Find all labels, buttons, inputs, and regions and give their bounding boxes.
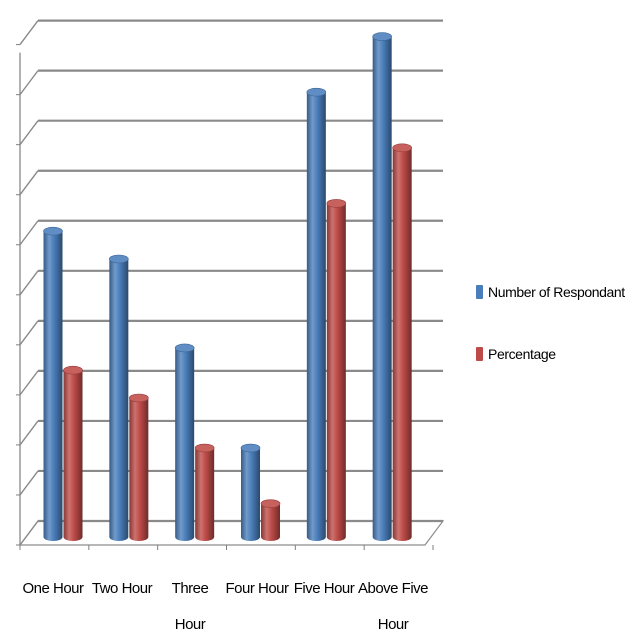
x-axis-tick-labels: One Hour Two Hour Three Hour Four Hour Five H…: [22, 580, 428, 633]
bar-top: [392, 143, 412, 153]
bar-top: [194, 443, 215, 453]
bar-respondents: [43, 226, 63, 541]
gridline-side: [19, 520, 39, 546]
bar-top: [260, 499, 281, 508]
x-tick-label: One Hour: [22, 580, 84, 597]
legend-label-series-2: Percentage: [488, 346, 556, 362]
bar-percentage: [129, 393, 149, 541]
bar-top: [240, 443, 261, 453]
bar-respondents: [372, 32, 392, 541]
gridline-side: [19, 420, 39, 446]
x-tick-label: Three Hour: [172, 580, 209, 633]
bar-body: [326, 203, 346, 541]
gridlines: [16, 19, 443, 550]
bar-body: [175, 347, 195, 541]
x-tick-label: Five Hour: [294, 580, 355, 597]
gridline-side: [19, 170, 39, 196]
bars: [43, 32, 412, 542]
gridline-side: [19, 370, 39, 396]
x-tick-label: Above Five Hour: [358, 580, 428, 633]
x-tick-label: Two Hour: [92, 580, 153, 597]
bar-body: [195, 448, 215, 541]
bar-percentage: [392, 143, 412, 542]
bar-body: [306, 92, 326, 541]
bar-respondents: [109, 254, 129, 541]
bar-respondents: [240, 443, 261, 541]
bar-percentage: [194, 443, 215, 541]
bar-body: [63, 370, 83, 541]
legend-swatch-series-2: [476, 347, 483, 361]
bar-body: [392, 147, 412, 542]
gridline-side: [19, 320, 39, 346]
gridline-side: [19, 220, 39, 246]
bar-top: [43, 226, 63, 236]
legend-label-series-1: Number of Respondant: [488, 284, 625, 300]
bar-percentage: [260, 499, 281, 541]
gridline-side: [19, 20, 39, 46]
bar-body: [241, 448, 260, 541]
bar-body: [261, 503, 280, 541]
bar-top: [174, 343, 195, 353]
bar-percentage: [326, 199, 347, 541]
bar-top: [306, 87, 327, 97]
bar-top: [109, 254, 129, 264]
bar-top: [63, 365, 83, 375]
gridline-side: [19, 270, 39, 296]
legend-swatch-series-1: [476, 285, 483, 299]
bar-body: [109, 259, 129, 541]
legend: Number of Respondant Percentage: [476, 282, 632, 406]
gridline-side: [19, 120, 39, 146]
bar-top: [372, 32, 392, 41]
bar-respondents: [174, 343, 195, 541]
bar-percentage: [63, 365, 83, 541]
x-tick-label: Four Hour: [225, 580, 289, 597]
bar-top: [129, 393, 149, 403]
bar-body: [372, 36, 392, 541]
gridline-side: [19, 470, 39, 496]
legend-item-series-1: Number of Respondant: [476, 282, 632, 302]
legend-item-series-2: Percentage: [476, 344, 632, 364]
bar-body: [43, 231, 63, 541]
bar-top: [326, 199, 347, 208]
bar-respondents: [306, 87, 327, 541]
bar-body: [129, 398, 149, 541]
gridline-side: [19, 70, 39, 96]
